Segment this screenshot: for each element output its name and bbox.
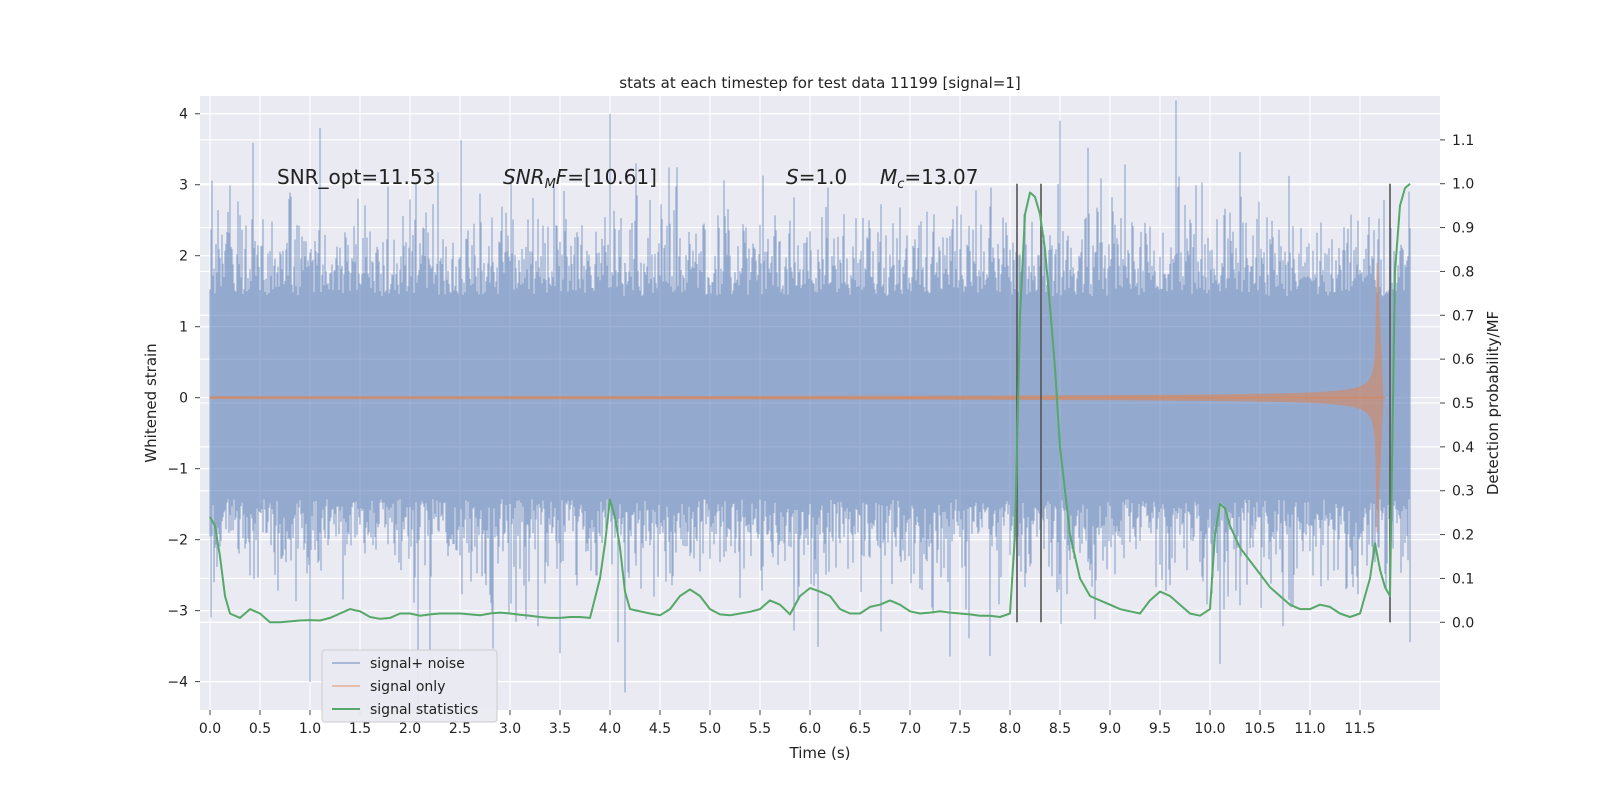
legend-box [321,649,498,723]
x-tick-label: 4.5 [649,721,671,737]
y2-axis-ticks: 1.1 1.0 0.9 0.8 0.7 0.6 0.5 0.4 0.3 0.2 0.1 0.0 [1440,133,1474,631]
x-tick-label: 2.0 [399,721,421,737]
annotation-snr-opt: SNR_opt=11.53 [277,165,435,189]
x-tick-label: 7.5 [949,721,971,737]
y2-tick-label: 0.8 [1452,264,1474,280]
chart-title: stats at each timestep for test data 111… [619,74,1020,92]
legend-label-signal-plus-noise: signal+ noise [370,656,465,672]
x-tick-label: 2.5 [449,721,471,737]
y-tick-label: −4 [167,675,188,691]
y-tick-label: 4 [179,107,188,123]
x-tick-label: 11.0 [1294,721,1325,737]
legend-label-signal-statistics: signal statistics [370,702,478,718]
x-tick-label: 10.0 [1194,721,1225,737]
y2-axis-label: Detection probability/MF [1484,311,1502,495]
y-tick-label: 0 [179,391,188,407]
annotation-mc: Mc=13.07 [880,165,978,192]
y-tick-label: −2 [167,533,188,549]
legend-label-signal-only: signal only [370,679,445,695]
x-axis-ticks: 0.0 0.5 1.0 1.5 2.0 2.5 3.0 3.5 4.0 4.5 5.0 5.5 6.0 6… [199,710,1376,737]
x-tick-label: 9.0 [1099,721,1121,737]
annotation-snr-mf: SNRMF=[10.61] [503,165,657,192]
series-signal-only [209,262,1385,533]
x-tick-label: 0.5 [249,721,271,737]
y-tick-label: −3 [167,604,188,620]
y2-tick-label: 0.5 [1452,396,1474,412]
x-tick-label: 10.5 [1244,721,1275,737]
x-tick-label: 7.0 [899,721,921,737]
y2-tick-label: 1.0 [1452,177,1474,193]
y2-tick-label: 0.3 [1452,484,1474,500]
x-tick-label: 6.5 [849,721,871,737]
y2-tick-label: 0.6 [1452,352,1474,368]
y-axis-ticks: 4 3 2 1 0 −1 −2 −3 −4 [167,107,200,691]
x-tick-label: 8.5 [1049,721,1071,737]
y2-tick-label: 0.0 [1452,615,1474,631]
annotation-s: S=1.0 [786,165,847,189]
x-tick-label: 0.0 [199,721,221,737]
y2-tick-label: 1.1 [1452,133,1474,149]
y2-tick-label: 0.4 [1452,440,1474,456]
x-axis-label: Time (s) [789,744,851,762]
x-tick-label: 1.0 [299,721,321,737]
y-axis-label: Whitened strain [142,343,160,462]
y2-tick-label: 0.7 [1452,308,1474,324]
y-tick-label: 1 [179,320,188,336]
legend: signal+ noise signal only signal statist… [321,649,498,723]
series-signal-statistics [209,182,1411,624]
x-tick-label: 1.5 [349,721,371,737]
x-tick-label: 3.0 [499,721,521,737]
y2-tick-label: 0.9 [1452,221,1474,237]
x-tick-label: 6.0 [799,721,821,737]
x-tick-label: 5.0 [699,721,721,737]
x-tick-label: 8.0 [999,721,1021,737]
y2-tick-label: 0.1 [1452,571,1474,587]
statistics-line [209,182,1411,624]
x-tick-label: 9.5 [1149,721,1171,737]
y-tick-label: 3 [179,178,188,194]
y-tick-label: −1 [167,462,188,478]
x-tick-label: 3.5 [549,721,571,737]
x-tick-label: 11.5 [1344,721,1375,737]
y2-tick-label: 0.2 [1452,528,1474,544]
x-tick-label: 5.5 [749,721,771,737]
y-tick-label: 2 [179,249,188,265]
x-tick-label: 4.0 [599,721,621,737]
